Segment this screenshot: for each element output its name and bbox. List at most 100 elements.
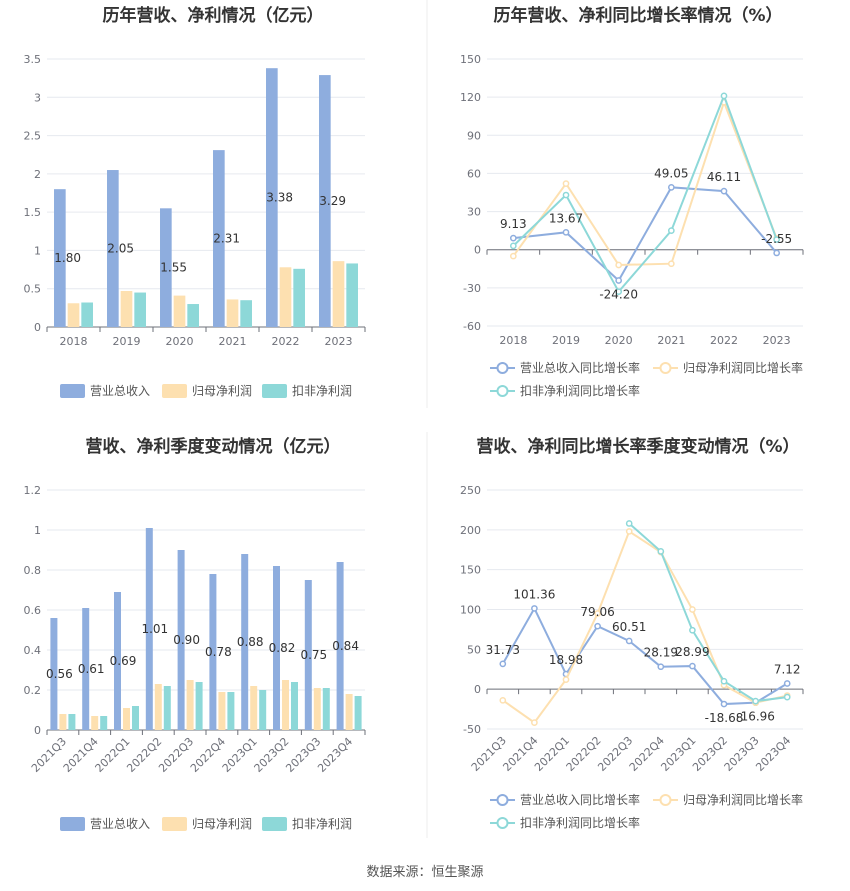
chart4-legend-label: 扣非净利润同比增长率 bbox=[520, 815, 640, 830]
chart3-bar-1 bbox=[209, 574, 217, 730]
chart2-legend-marker bbox=[496, 385, 509, 397]
chart3-legend-swatch bbox=[262, 817, 287, 831]
chart2-ytick-label: -60 bbox=[463, 320, 481, 333]
chart1-bar-3 bbox=[293, 268, 305, 327]
chart1-xtick-label: 2018 bbox=[60, 335, 88, 348]
chart4-ytick-label: 150 bbox=[460, 564, 481, 577]
chart2-xtick-label: 2021 bbox=[657, 334, 685, 347]
chart1-data-label: 1.80 bbox=[54, 251, 81, 265]
chart1-bar-1 bbox=[160, 208, 172, 327]
chart4-point-1 bbox=[689, 662, 696, 670]
chart2-legend-label: 营业总收入同比增长率 bbox=[520, 360, 640, 375]
chart3-bar-3 bbox=[290, 682, 298, 730]
chart1-bar-3 bbox=[134, 292, 146, 327]
chart3-bar-2 bbox=[154, 684, 162, 730]
chart1-bar-1 bbox=[266, 68, 278, 327]
chart2-legend-label: 扣非净利润同比增长率 bbox=[520, 383, 640, 398]
chart2-ytick-label: 90 bbox=[467, 129, 481, 142]
chart2-xtick-label: 2020 bbox=[605, 334, 633, 347]
chart1-bar-2 bbox=[226, 299, 239, 327]
chart4-ytick-label: 200 bbox=[460, 524, 481, 537]
chart4-point-3 bbox=[752, 697, 759, 705]
chart2-ytick-label: 150 bbox=[460, 53, 481, 66]
chart4-legend-marker bbox=[496, 794, 509, 806]
chart2-point-3 bbox=[667, 227, 675, 234]
chart1-data-label: 3.38 bbox=[266, 191, 293, 205]
chart2-point-2 bbox=[562, 180, 570, 187]
chart4-ytick-label: 250 bbox=[460, 484, 481, 497]
chart1-data-label: 2.31 bbox=[213, 232, 240, 246]
chart1-legend-swatch bbox=[262, 384, 287, 398]
chart2-point-1 bbox=[615, 277, 623, 284]
chart2-point-3 bbox=[615, 288, 623, 296]
chart3-bar-2 bbox=[282, 680, 289, 730]
chart2-data-label: 46.11 bbox=[707, 170, 741, 184]
chart1-ytick-label: 1.5 bbox=[24, 206, 42, 219]
chart4-point-2 bbox=[594, 610, 601, 617]
chart4-xtick-label: 2023Q4 bbox=[753, 734, 793, 774]
chart4-data-label: 28.19 bbox=[644, 646, 678, 660]
chart4-data-label: 28.99 bbox=[675, 645, 709, 659]
chart1-ytick-label: 3.5 bbox=[24, 53, 42, 66]
chart1-xtick-label: 2022 bbox=[272, 335, 300, 348]
chart1-bar-3 bbox=[81, 302, 93, 327]
chart2-line-1 bbox=[513, 186, 778, 283]
chart1-bar-2 bbox=[332, 261, 345, 327]
chart1-title: 历年营收、净利情况（亿元） bbox=[103, 5, 324, 26]
chart2-ytick-label: -30 bbox=[463, 282, 481, 295]
chart2-data-label: -24.20 bbox=[599, 287, 638, 301]
chart2-data-label: 49.05 bbox=[654, 166, 688, 180]
chart3-ytick-label: 0.6 bbox=[24, 604, 42, 617]
chart3-legend-label: 营业总收入 bbox=[90, 817, 150, 831]
chart3-bar-3 bbox=[163, 686, 171, 730]
chart4-point-2 bbox=[531, 719, 538, 726]
chart1-bar-2 bbox=[120, 291, 133, 327]
chart2-data-label: 13.67 bbox=[549, 211, 583, 225]
chart4-data-label: 18.98 bbox=[549, 653, 583, 667]
data-source: 数据来源：恒生聚源 bbox=[366, 865, 483, 880]
chart3-title: 营收、净利季度变动情况（亿元） bbox=[86, 436, 341, 457]
chart4-ytick-label: 50 bbox=[467, 643, 481, 656]
chart4-point-1 bbox=[594, 622, 601, 630]
chart1-bar-3 bbox=[346, 263, 358, 327]
chart4-point-3 bbox=[783, 693, 791, 701]
chart1-legend-swatch bbox=[162, 384, 187, 398]
chart3-ytick-label: 1.2 bbox=[24, 484, 42, 497]
chart2-point-1 bbox=[562, 228, 570, 236]
chart1-xtick-label: 2019 bbox=[113, 335, 141, 348]
chart2-point-1 bbox=[720, 187, 728, 195]
chart3-ytick-label: 0.2 bbox=[24, 684, 42, 697]
chart4-point-1 bbox=[531, 605, 538, 612]
chart4-title: 营收、净利同比增长率季度变动情况（%） bbox=[476, 436, 799, 457]
chart1-xtick-label: 2021 bbox=[219, 335, 247, 348]
chart4-point-1 bbox=[783, 680, 791, 687]
chart4-legend-marker bbox=[496, 817, 509, 829]
chart4-point-1 bbox=[499, 660, 507, 668]
chart3-bar-2 bbox=[91, 716, 99, 730]
chart2-data-label: -2.55 bbox=[761, 232, 792, 246]
chart1-bar-1 bbox=[319, 75, 331, 327]
chart2-point-2 bbox=[667, 260, 675, 268]
chart2-xtick-label: 2018 bbox=[499, 334, 527, 347]
chart3-bar-3 bbox=[259, 690, 267, 730]
chart2-point-3 bbox=[562, 191, 570, 199]
chart3-ytick-label: 1 bbox=[34, 524, 41, 537]
chart1-ytick-label: 2.5 bbox=[24, 130, 42, 143]
chart1-xtick-label: 2023 bbox=[325, 335, 353, 348]
chart1-legend-swatch bbox=[60, 384, 85, 398]
chart4-line-2 bbox=[502, 529, 788, 725]
chart1-legend-label: 扣非净利润 bbox=[292, 384, 352, 398]
chart1-bar-3 bbox=[240, 300, 252, 327]
chart1-data-label: 3.29 bbox=[319, 194, 346, 208]
chart4-point-3 bbox=[625, 520, 633, 527]
chart3-bar-2 bbox=[313, 688, 321, 730]
chart2-point-2 bbox=[615, 261, 623, 269]
chart3-bar-2 bbox=[218, 692, 226, 730]
chart2-line-3 bbox=[512, 93, 778, 294]
chart1-ytick-label: 0.5 bbox=[24, 283, 42, 296]
chart4-line-3 bbox=[628, 522, 788, 703]
chart3-bar-3 bbox=[100, 716, 108, 730]
chart1-xtick-label: 2020 bbox=[166, 335, 194, 348]
chart2-point-3 bbox=[509, 242, 517, 250]
